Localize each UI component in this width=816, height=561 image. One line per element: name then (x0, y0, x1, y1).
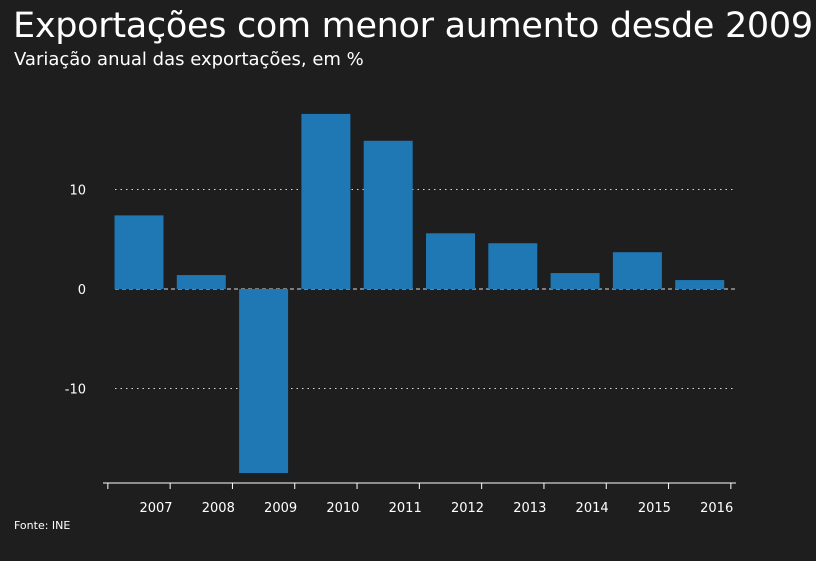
y-tick-label: 0 (78, 283, 86, 298)
x-tick-label: 2008 (202, 501, 235, 516)
bar-2010 (301, 113, 351, 290)
chart-subtitle: Variação anual das exportações, em % (14, 49, 364, 70)
bars (114, 113, 725, 474)
x-tick-label: 2012 (451, 501, 484, 516)
y-tick-label: -10 (65, 382, 86, 397)
bar-2011 (363, 140, 413, 289)
bar-2014 (550, 273, 600, 289)
axes (103, 482, 736, 489)
x-tick-label: 2013 (513, 501, 546, 516)
bar-2007 (114, 215, 164, 289)
x-tick-label: 2016 (700, 501, 733, 516)
x-tick-label: 2010 (326, 501, 359, 516)
bar-2013 (488, 243, 538, 289)
bar-2012 (426, 233, 475, 289)
x-tick-label: 2014 (576, 501, 609, 516)
bar-2015 (612, 252, 662, 289)
tick-labels: -10 0 10 2007 2008 2009 2010 2011 2012 2013 2014 20… (65, 184, 733, 516)
gridlines (115, 189, 736, 389)
source-note: Fonte: INE (14, 519, 71, 532)
y-tick-label: 10 (69, 184, 86, 199)
bar-2016 (675, 280, 725, 289)
x-tick-label: 2009 (264, 501, 297, 516)
x-tick-label: 2007 (139, 501, 172, 516)
x-tick-label: 2015 (638, 501, 671, 516)
bar-2008 (176, 275, 226, 289)
chart-title: Exportações com menor aumento desde 2009 (13, 6, 813, 46)
bar-2009 (239, 289, 289, 474)
x-tick-label: 2011 (389, 501, 422, 516)
